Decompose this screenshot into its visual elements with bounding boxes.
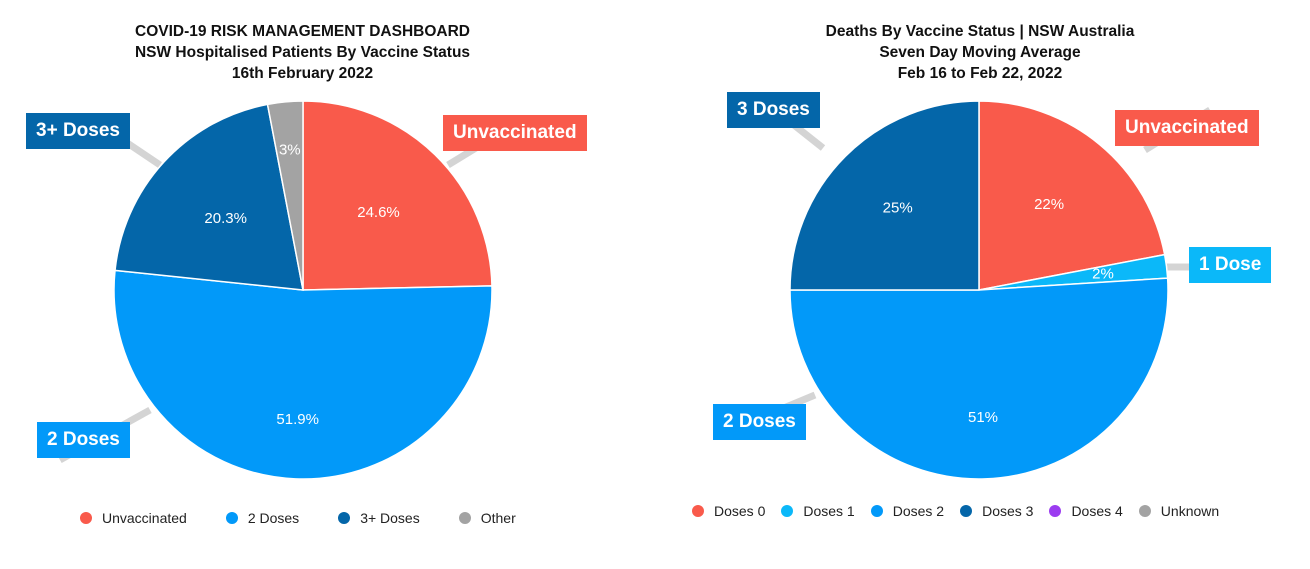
deaths-pie-chart: 22% 2% 51% 25% bbox=[753, 100, 1215, 480]
chart-legend: Unvaccinated 2 Doses 3+ Doses Other bbox=[80, 510, 516, 526]
legend-label: 3+ Doses bbox=[360, 510, 420, 526]
pie-slice-3-plus-doses[interactable] bbox=[114, 103, 304, 291]
chart-title-line-1: Deaths By Vaccine Status | NSW Australia bbox=[825, 23, 1135, 40]
chart-title-line-3: Feb 16 to Feb 22, 2022 bbox=[897, 65, 1063, 82]
chart-title: Deaths By Vaccine Status | NSW Australia… bbox=[655, 21, 1305, 84]
chart-title-line-1: COVID-19 RISK MANAGEMENT DASHBOARD bbox=[135, 23, 470, 40]
legend-item-2-doses[interactable]: 2 Doses bbox=[225, 510, 300, 526]
callout-3-doses: 3 Doses bbox=[727, 92, 820, 128]
legend-label: 2 Doses bbox=[247, 510, 300, 526]
legend-item-doses-2[interactable]: Doses 2 bbox=[870, 503, 945, 519]
legend-label: Unknown bbox=[1160, 503, 1220, 519]
chart-title-line-2: Seven Day Moving Average bbox=[879, 44, 1081, 61]
legend-label: Doses 1 bbox=[803, 503, 855, 519]
legend-item-doses-3[interactable]: Doses 3 bbox=[960, 503, 1033, 519]
legend-swatch bbox=[781, 505, 794, 517]
legend-item-doses-4[interactable]: Doses 4 bbox=[1049, 503, 1123, 519]
pie-slice-doses-3[interactable] bbox=[789, 100, 980, 291]
slice-value-label-doses-2: 51% bbox=[968, 409, 998, 426]
legend-swatch bbox=[870, 505, 883, 517]
callout-unvaccinated: Unvaccinated bbox=[443, 115, 587, 151]
slice-value-label-doses-3: 25% bbox=[883, 200, 913, 217]
pie-slice-doses-2[interactable] bbox=[789, 277, 1169, 480]
legend-swatch bbox=[1049, 505, 1062, 517]
legend-swatch bbox=[225, 512, 238, 524]
legend-label: Doses 3 bbox=[982, 503, 1034, 519]
pie-slice-unvaccinated[interactable] bbox=[302, 100, 493, 291]
pie-slice-other[interactable] bbox=[266, 100, 304, 291]
legend-label: Other bbox=[480, 510, 516, 526]
slice-value-label-doses-1: 2% bbox=[1092, 265, 1114, 282]
callout-unvaccinated: Unvaccinated bbox=[1115, 110, 1259, 146]
legend-swatch bbox=[960, 505, 973, 517]
slice-value-label-unvaccinated: 24.6% bbox=[357, 204, 400, 221]
legend-label: Doses 0 bbox=[714, 503, 766, 519]
legend-swatch bbox=[458, 512, 471, 524]
chart-title-line-3: 16th February 2022 bbox=[231, 65, 374, 82]
slice-value-label-other: 3% bbox=[279, 142, 301, 159]
chart-legend: Doses 0 Doses 1 Doses 2 Doses 3 Doses 4 … bbox=[692, 503, 1219, 519]
chart-title: COVID-19 RISK MANAGEMENT DASHBOARD NSW H… bbox=[0, 21, 605, 84]
hospitalised-pie-chart: 24.6% 51.9% 20.3% 3% bbox=[58, 100, 527, 480]
legend-swatch bbox=[80, 512, 92, 524]
legend-label: Doses 4 bbox=[1071, 503, 1123, 519]
callout-3-plus-doses: 3+ Doses bbox=[26, 113, 130, 149]
legend-label: Unvaccinated bbox=[102, 510, 187, 526]
legend-swatch bbox=[692, 505, 704, 517]
legend-item-doses-1[interactable]: Doses 1 bbox=[781, 503, 855, 519]
slice-value-label-doses-0: 22% bbox=[1034, 196, 1064, 213]
legend-swatch bbox=[338, 512, 351, 524]
callout-2-doses: 2 Doses bbox=[37, 422, 130, 458]
slice-value-label-3-plus-doses: 20.3% bbox=[204, 210, 247, 227]
chart-title-line-2: NSW Hospitalised Patients By Vaccine Sta… bbox=[134, 44, 471, 61]
legend-item-other[interactable]: Other bbox=[458, 510, 516, 526]
legend-item-unknown[interactable]: Unknown bbox=[1138, 503, 1220, 519]
legend-swatch bbox=[1138, 505, 1151, 517]
deaths-chart-panel: Deaths By Vaccine Status | NSW Australia… bbox=[655, 0, 1310, 569]
pie-slice-doses-0[interactable] bbox=[978, 100, 1166, 291]
hospitalised-chart-panel: COVID-19 RISK MANAGEMENT DASHBOARD NSW H… bbox=[0, 21, 605, 526]
callout-1-dose: 1 Dose bbox=[1189, 247, 1272, 283]
pie-slice-2-doses[interactable] bbox=[113, 269, 493, 480]
legend-label: Doses 2 bbox=[892, 503, 945, 519]
legend-item-doses-0[interactable]: Doses 0 bbox=[692, 503, 765, 519]
slice-value-label-2-doses: 51.9% bbox=[276, 411, 319, 428]
legend-item-3-plus-doses[interactable]: 3+ Doses bbox=[338, 510, 420, 526]
legend-item-unvaccinated[interactable]: Unvaccinated bbox=[80, 510, 187, 526]
callout-2-doses: 2 Doses bbox=[713, 404, 806, 440]
